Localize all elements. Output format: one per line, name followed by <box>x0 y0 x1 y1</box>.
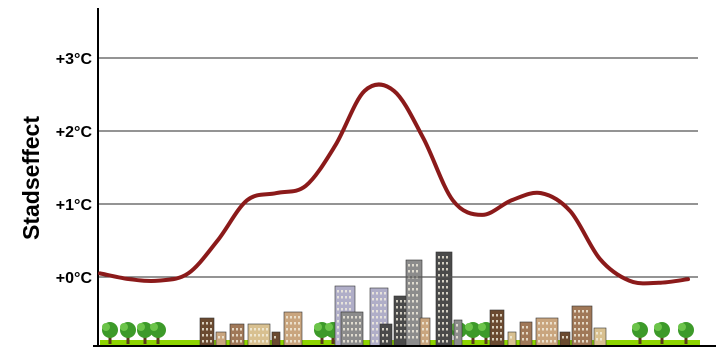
building-icon <box>593 327 607 347</box>
building-icon <box>435 251 453 347</box>
building-icon <box>453 319 463 347</box>
y-tick-label: +3°C <box>56 51 93 68</box>
tree-icon <box>465 322 481 344</box>
building-icon <box>519 321 533 347</box>
building-icon <box>489 309 505 347</box>
building-icon <box>405 259 423 347</box>
building-icon <box>571 305 593 347</box>
building-icon <box>340 311 364 347</box>
y-tick-label: +0°C <box>56 270 93 287</box>
tree-icon <box>120 322 136 344</box>
tree-icon <box>150 322 166 344</box>
building-icon <box>507 331 517 347</box>
gridlines <box>98 57 698 278</box>
y-tick-label: +1°C <box>56 197 93 214</box>
y-tick-labels: +0°C +1°C +2°C +3°C <box>56 51 93 287</box>
y-axis-label: Stadseffect <box>18 116 44 240</box>
city-skyline-scenery <box>100 251 700 347</box>
building-icon <box>379 323 393 347</box>
building-icon <box>229 323 245 347</box>
building-icon <box>419 317 431 347</box>
series-line <box>98 82 690 286</box>
building-icon <box>199 317 215 347</box>
building-icon <box>247 323 271 347</box>
tree-icon <box>654 322 670 344</box>
tree-icon <box>632 322 648 344</box>
building-icon <box>283 311 303 347</box>
y-tick-label: +2°C <box>56 124 93 141</box>
tree-icon <box>102 322 118 344</box>
tree-icon <box>137 322 153 344</box>
building-icon <box>215 331 227 347</box>
building-icon <box>559 331 571 347</box>
building-icon <box>535 317 559 347</box>
tree-icon <box>678 322 694 344</box>
data-points <box>99 89 690 284</box>
building-icon <box>271 331 281 347</box>
